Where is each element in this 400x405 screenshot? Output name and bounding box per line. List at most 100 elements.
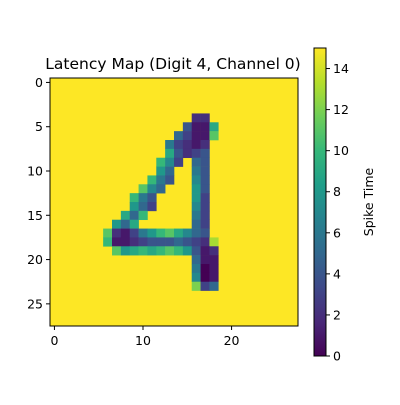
chart-title: Latency Map (Digit 4, Channel 0): [45, 55, 300, 73]
colorbar-tick-label: 4: [333, 266, 341, 281]
colorbar-tick-label: 0: [333, 349, 341, 364]
plot-frame: [49, 77, 299, 327]
heatmap-cell: [165, 246, 175, 256]
heatmap-cell: [174, 157, 184, 167]
colorbar-tick-label: 8: [333, 184, 341, 199]
heatmap-cell: [200, 122, 210, 132]
heatmap-cell: [112, 228, 122, 238]
heatmap-cell: [182, 131, 193, 141]
heatmap-cell: [156, 184, 166, 194]
heatmap-cell: [200, 193, 210, 203]
heatmap-cell: [200, 175, 210, 185]
x-tick-label: 10: [135, 333, 151, 348]
heatmap-cell: [191, 184, 201, 194]
heatmap-cell: [156, 175, 166, 185]
colorbar-label: Spike Time: [361, 167, 376, 236]
heatmap-cell: [191, 193, 201, 203]
heatmap-cell: [200, 157, 210, 167]
heatmap-cell: [200, 228, 210, 238]
heatmap-cell: [165, 228, 175, 238]
heatmap-cell: [200, 202, 210, 212]
heatmap-cell: [129, 237, 139, 247]
heatmap-cell: [191, 131, 201, 141]
heatmap-cell: [182, 122, 193, 132]
heatmap-cell: [129, 228, 139, 238]
heatmap-cell: [112, 219, 122, 229]
heatmap-cell: [191, 122, 201, 132]
heatmap-cell: [120, 228, 131, 238]
heatmap-cell: [165, 140, 175, 150]
heatmap-cell: [147, 202, 157, 212]
heatmap-cell: [174, 148, 184, 159]
colorbar-axis: 0 2 4 6 8 10 12 14: [326, 61, 349, 364]
heatmap-cell: [138, 210, 148, 221]
heatmap-cell: [200, 237, 210, 247]
heatmap-cell: [209, 237, 219, 247]
heatmap-cell: [174, 140, 184, 150]
heatmap-cell: [200, 166, 210, 176]
colorbar-tick-label: 6: [333, 225, 341, 240]
heatmap-cell: [209, 246, 219, 256]
heatmap-cell: [191, 237, 201, 247]
heatmap-cell: [112, 237, 122, 247]
heatmap-cell: [174, 131, 184, 141]
heatmap-cell: [191, 246, 201, 256]
heatmap-cell: [191, 157, 201, 167]
heatmap-cell: [191, 202, 201, 212]
heatmap-cells: [50, 78, 298, 326]
heatmap-cell: [191, 140, 201, 150]
heatmap-cell: [156, 246, 166, 256]
heatmap-cell: [209, 281, 219, 291]
heatmap-cell: [120, 219, 131, 229]
heatmap-cell: [147, 193, 157, 203]
colorbar-tick-label: 12: [333, 102, 349, 117]
heatmap-cell: [209, 122, 219, 132]
heatmap-cell: [103, 237, 113, 247]
heatmap-cell: [138, 202, 148, 212]
heatmap-cell: [200, 219, 210, 229]
heatmap-cell: [129, 202, 139, 212]
heatmap-cell: [200, 113, 210, 123]
y-tick-label: 25: [27, 296, 43, 311]
heatmap-cell: [191, 148, 201, 159]
heatmap-cell: [165, 237, 175, 247]
heatmap-cell: [191, 113, 201, 123]
colorbar-tick-label: 14: [333, 61, 349, 76]
heatmap-cell: [174, 246, 184, 256]
heatmap-cell: [156, 228, 166, 238]
y-tick-label: 5: [35, 119, 43, 134]
x-axis: 0 10 20: [50, 326, 240, 348]
heatmap-cell: [147, 175, 157, 185]
y-tick-label: 20: [27, 252, 43, 267]
heatmap-cell: [138, 184, 148, 194]
heatmap-cell: [209, 264, 219, 274]
heatmap-cell: [129, 210, 139, 221]
heatmap-cell: [120, 246, 131, 256]
heatmap-cell: [191, 255, 201, 265]
heatmap-cell: [200, 281, 210, 291]
heatmap-cell: [165, 157, 175, 167]
heatmap-cell: [147, 246, 157, 256]
heatmap-cell: [200, 210, 210, 221]
colorbar-tick-label: 10: [333, 143, 349, 158]
heatmap-cell: [174, 237, 184, 247]
colorbar-tick-label: 2: [333, 307, 341, 322]
heatmap-cell: [200, 246, 210, 256]
heatmap-cell: [120, 210, 131, 221]
heatmap-cell: [200, 131, 210, 141]
heatmap-cell: [191, 219, 201, 229]
heatmap-cell: [200, 140, 210, 150]
heatmap-cell: [191, 264, 201, 274]
heatmap-cell: [138, 193, 148, 203]
heatmap-cell: [138, 246, 148, 256]
y-tick-label: 0: [35, 75, 43, 90]
heatmap-cell: [120, 237, 131, 247]
y-tick-label: 15: [27, 208, 43, 223]
x-tick-label: 20: [224, 333, 240, 348]
heatmap-cell: [103, 228, 113, 238]
heatmap-cell: [129, 193, 139, 203]
heatmap-cell: [147, 228, 157, 238]
colorbar: [314, 48, 326, 356]
heatmap-cell: [191, 228, 201, 238]
